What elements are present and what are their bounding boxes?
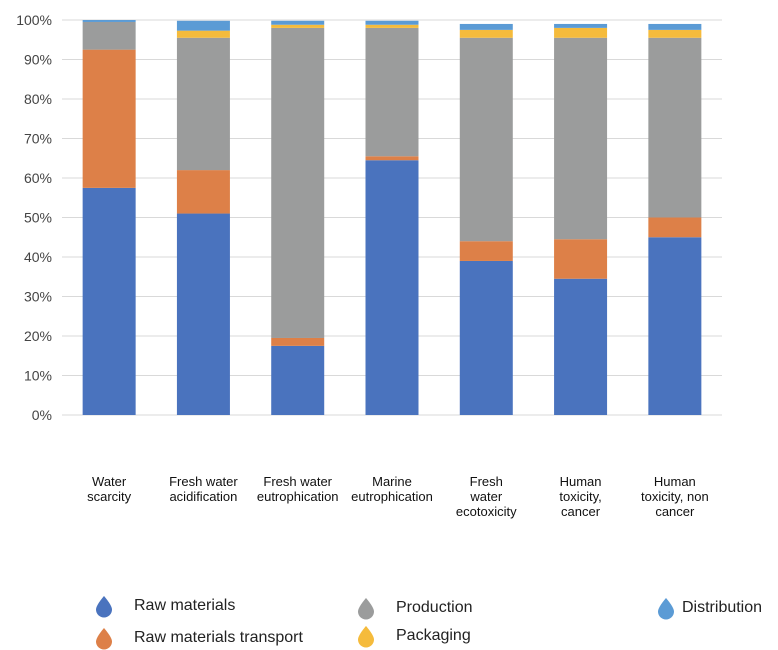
y-tick-label: 60% <box>24 170 52 186</box>
bar-segment <box>271 27 325 338</box>
bar-segment <box>176 170 230 214</box>
y-tick-label: 100% <box>16 12 52 28</box>
bar-segment <box>554 239 608 279</box>
legend-item-production: Production <box>354 596 473 620</box>
bar-segment <box>554 278 608 415</box>
bar-segment <box>459 23 513 30</box>
bar-segment <box>365 24 419 28</box>
bar-segment <box>176 20 230 31</box>
bar-segment <box>554 27 608 38</box>
bar-segment <box>176 213 230 415</box>
bar-segment <box>365 160 419 415</box>
bar-segment <box>648 237 702 415</box>
drop-icon <box>96 628 112 650</box>
y-tick-label: 20% <box>24 328 52 344</box>
bar-segment <box>271 345 325 415</box>
legend-label: Raw materials transport <box>134 629 303 646</box>
legend-label: Production <box>396 599 473 616</box>
x-category-label: Fresh water acidification <box>169 474 238 504</box>
bar-segment <box>271 20 325 25</box>
y-tick-label: 70% <box>24 131 52 147</box>
bars <box>82 20 702 415</box>
y-tick-label: 30% <box>24 289 52 305</box>
y-tick-label: 50% <box>24 210 52 226</box>
bar-segment <box>648 29 702 38</box>
bar-segment <box>554 37 608 240</box>
y-tick-label: 10% <box>24 368 52 384</box>
legend-item-raw-materials: Raw materials <box>92 594 235 618</box>
drop-icon <box>658 598 674 620</box>
y-axis-ticks: 0% 10% 20% 30% 40% 50% 60% 70% 80% 90% 100% <box>16 12 52 423</box>
y-tick-label: 0% <box>32 407 52 423</box>
x-category-label: Fresh water eutrophication <box>256 474 339 504</box>
legend-item-packaging: Packaging <box>354 624 471 648</box>
bar-segment <box>82 49 136 188</box>
x-category-label: Human toxicity, cancer <box>559 474 602 519</box>
bar-segment <box>459 241 513 261</box>
bar-segment <box>365 27 419 157</box>
legend-label: Packaging <box>396 627 471 644</box>
legend-label: Distribution <box>682 599 763 616</box>
bar-segment <box>82 21 136 50</box>
bar-segment <box>554 23 608 28</box>
legend-item-raw-materials-transport: Raw materials transport <box>92 626 303 650</box>
y-tick-label: 40% <box>24 249 52 265</box>
bar-segment <box>365 20 419 25</box>
bar-segment <box>459 29 513 38</box>
stacked-bar-chart: 0% 10% 20% 30% 40% 50% 60% 70% 80% 90% 100% <box>16 12 722 423</box>
bar-segment <box>271 337 325 346</box>
bar-segment <box>648 23 702 30</box>
bar-segment <box>271 24 325 28</box>
bar-segment <box>459 37 513 242</box>
bar-segment <box>176 30 230 38</box>
legend-item-distribution: Distribution <box>654 596 762 620</box>
x-category-label: Water scarcity <box>87 474 132 504</box>
legend-label: Raw materials <box>134 597 236 614</box>
x-category-label: Fresh water ecotoxicity <box>455 474 517 519</box>
x-category-label: Human toxicity, non cancer <box>641 474 709 519</box>
drop-icon <box>358 598 374 620</box>
bar-segment <box>459 260 513 415</box>
x-category-label: Marine eutrophication <box>351 474 433 504</box>
drop-icon <box>358 626 374 648</box>
drop-icon <box>96 596 112 618</box>
bar-segment <box>82 20 136 22</box>
bar-segment <box>176 37 230 171</box>
bar-segment <box>648 217 702 238</box>
bar-segment <box>82 187 136 415</box>
y-tick-label: 80% <box>24 91 52 107</box>
bar-segment <box>365 156 419 161</box>
bar-segment <box>648 37 702 218</box>
y-tick-label: 90% <box>24 52 52 68</box>
